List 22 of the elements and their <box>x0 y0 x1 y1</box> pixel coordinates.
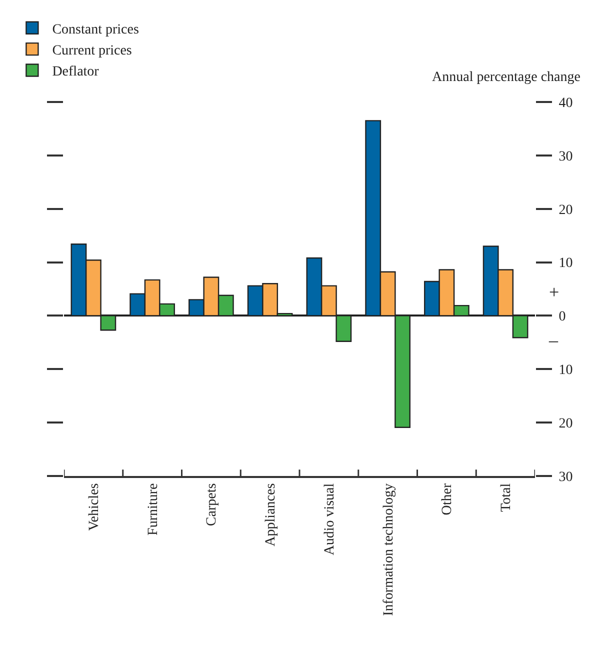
y-tick-label: 0 <box>558 310 566 325</box>
x-tick-label: Vehicles <box>86 483 102 531</box>
text: + <box>549 282 560 302</box>
y-tick-label: 30 <box>558 149 573 164</box>
x-tick-label: Audio visual <box>322 483 338 556</box>
y-axis-title: Annual percentage change <box>432 70 580 85</box>
x-tick-label: Furniture <box>146 483 161 536</box>
legend-label: Constant prices <box>52 22 139 38</box>
x-tick-label: Appliances <box>264 483 279 546</box>
x-tick-label: Total <box>499 483 514 512</box>
y-tick-label: 10 <box>558 256 573 272</box>
y-tick-label: 20 <box>558 416 573 432</box>
x-tick-label: Carpets <box>204 483 220 526</box>
legend-label: Deflator <box>52 64 100 80</box>
text: – <box>548 330 559 350</box>
x-tick-label: Information technology <box>381 483 396 616</box>
x-tick-label: Other <box>440 483 456 516</box>
y-tick-label: 10 <box>558 363 573 378</box>
y-tick-label: 30 <box>558 470 573 485</box>
y-tick-label: 20 <box>558 202 573 218</box>
y-tick-label: 40 <box>558 96 573 111</box>
legend-label: Current prices <box>52 44 132 58</box>
